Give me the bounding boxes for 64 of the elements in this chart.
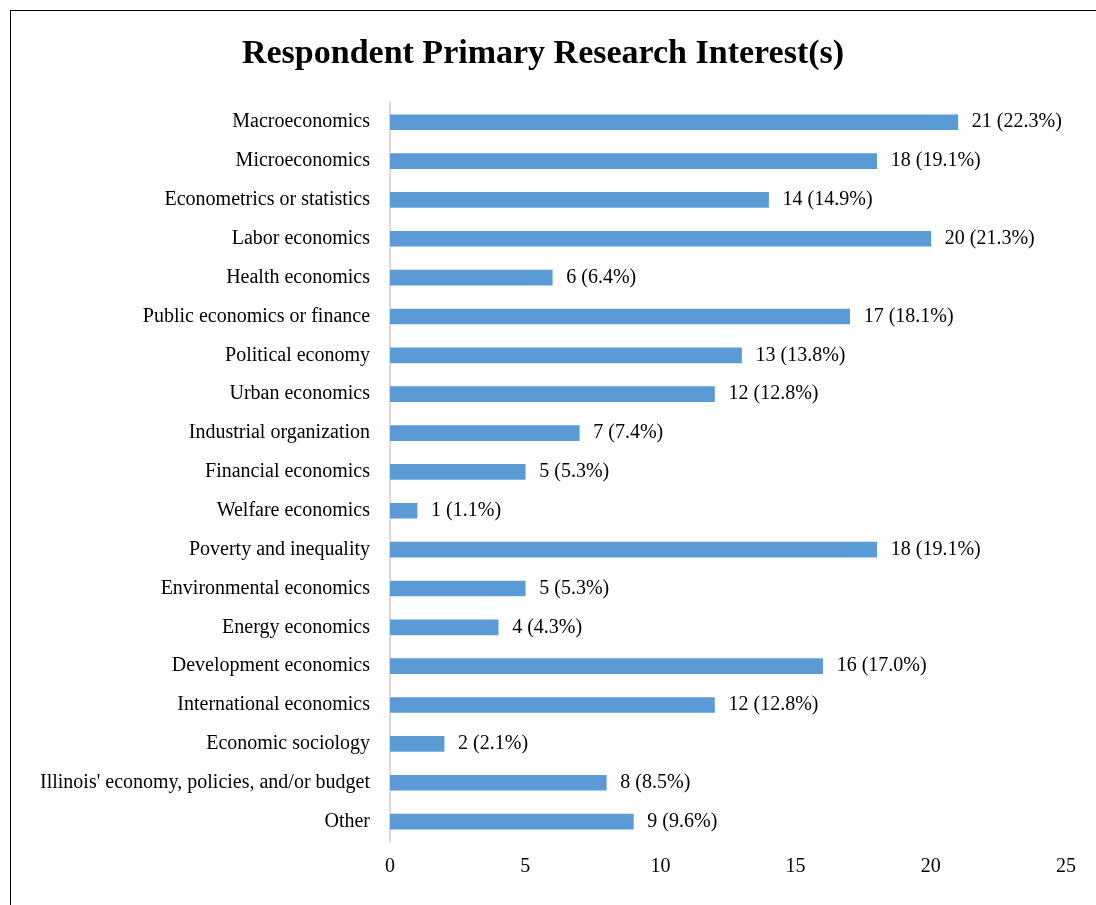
bar — [390, 658, 823, 674]
data-label: 18 (19.1%) — [890, 536, 981, 560]
y-tick-label: Environmental economics — [160, 575, 371, 598]
bar — [390, 425, 580, 441]
bar — [390, 697, 715, 713]
y-tick-label: Industrial organization — [188, 420, 371, 444]
y-tick-label: Poverty and inequality — [188, 536, 371, 560]
y-tick-label: Other — [324, 808, 371, 831]
bar — [390, 230, 932, 247]
data-label: 18 (19.1%) — [890, 148, 981, 172]
data-label: 20 (21.3%) — [944, 226, 1035, 250]
bar — [390, 114, 959, 131]
data-label: 16 (17.0%) — [836, 653, 927, 677]
y-tick-label: Urban economics — [229, 381, 371, 404]
y-tick-label: Economic sociology — [206, 731, 371, 755]
y-tick-label: Development economics — [171, 653, 371, 677]
x-tick-label: 0 — [385, 854, 396, 877]
data-label: 12 (12.8%) — [728, 692, 819, 716]
y-tick-label: Health economics — [226, 264, 371, 287]
data-label: 8 (8.5%) — [620, 769, 691, 793]
data-label: 1 (1.1%) — [431, 498, 502, 521]
data-label: 9 (9.6%) — [647, 808, 718, 832]
data-label: 17 (18.1%) — [863, 303, 954, 327]
bar — [390, 813, 634, 830]
x-tick-label: 10 — [650, 854, 671, 877]
data-label: 5 (5.3%) — [539, 575, 610, 599]
bar — [390, 736, 445, 752]
bar — [390, 308, 851, 325]
y-tick-label: Econometrics or statistics — [164, 187, 371, 210]
x-tick-label: 5 — [520, 854, 531, 877]
data-label: 12 (12.8%) — [728, 381, 819, 405]
y-tick-label: Financial economics — [205, 459, 371, 482]
y-tick-label: Macroeconomics — [232, 109, 371, 132]
data-label: 4 (4.3%) — [512, 614, 583, 638]
bar — [390, 153, 878, 169]
bar — [390, 386, 715, 403]
x-tick-label: 25 — [1056, 854, 1076, 877]
bar — [390, 269, 553, 286]
chart-title: Respondent Primary Research Interest(s) — [241, 33, 845, 72]
data-label: 2 (2.1%) — [458, 731, 529, 755]
y-tick-label: Labor economics — [231, 226, 371, 249]
y-tick-label: Microeconomics — [235, 148, 371, 171]
data-label: 5 (5.3%) — [539, 459, 610, 483]
bar — [390, 502, 418, 519]
data-label: 6 (6.4%) — [566, 264, 637, 288]
data-label: 13 (13.8%) — [755, 342, 846, 366]
data-label: 21 (22.3%) — [971, 109, 1062, 133]
y-tick-label: Political economy — [225, 342, 371, 366]
y-tick-label: Energy economics — [222, 614, 371, 638]
y-tick-label: International economics — [177, 692, 371, 715]
x-tick-label: 20 — [920, 854, 941, 877]
bar — [390, 192, 769, 208]
y-tick-label: Illinois' economy, policies, and/or budget — [39, 769, 371, 793]
data-label: 14 (14.9%) — [782, 187, 873, 211]
bar — [390, 580, 526, 597]
bar — [390, 347, 742, 364]
bar — [390, 464, 526, 480]
data-label: 7 (7.4%) — [593, 420, 664, 444]
y-tick-label: Public economics or finance — [142, 303, 371, 326]
bar — [390, 619, 499, 636]
bar — [390, 774, 607, 791]
x-tick-label: 15 — [785, 854, 806, 877]
bar — [390, 541, 878, 558]
y-tick-label: Welfare economics — [216, 498, 371, 520]
